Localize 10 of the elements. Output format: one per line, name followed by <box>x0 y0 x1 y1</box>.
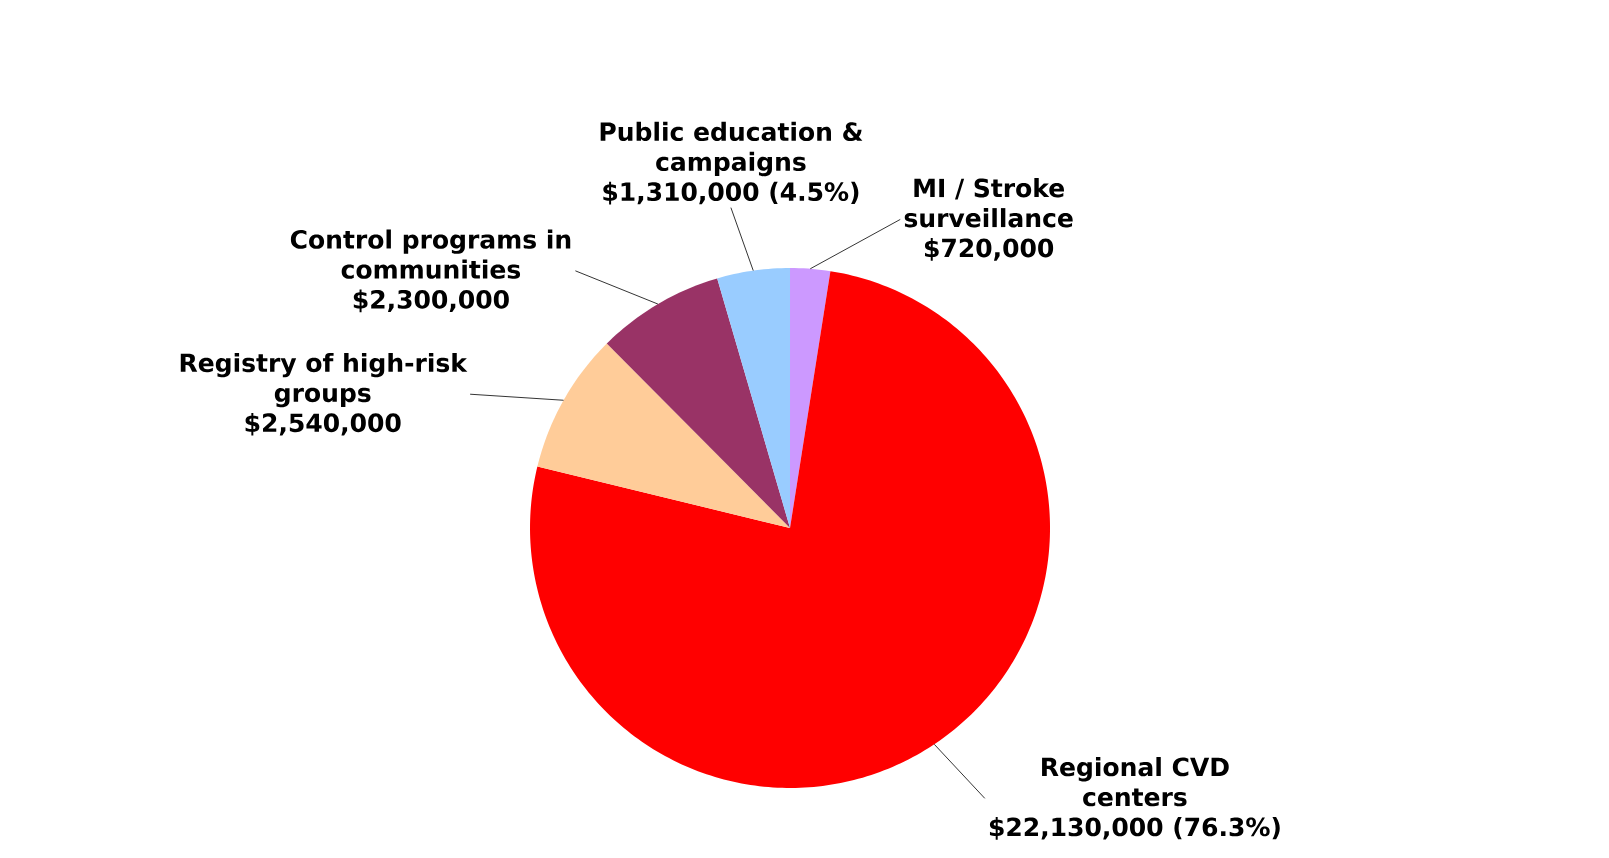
data-label: $22,130,000 (76.3%) <box>989 817 1280 840</box>
data-label: $2,300,000 <box>353 289 509 313</box>
slice-label: Control programs in communities <box>290 229 571 279</box>
data-label: $720,000 <box>924 238 1054 261</box>
slice-label: MI / Stroke surveillance <box>904 178 1073 228</box>
data-label: $2,540,000 <box>245 412 401 436</box>
slice-label: Regional CVD centers <box>1042 757 1229 807</box>
slice-label: Registry of high-risk groups <box>180 352 468 408</box>
data-label: $1,310,000 (4.5%) <box>603 181 859 205</box>
slice-label: Public education & campaigns <box>600 121 863 177</box>
